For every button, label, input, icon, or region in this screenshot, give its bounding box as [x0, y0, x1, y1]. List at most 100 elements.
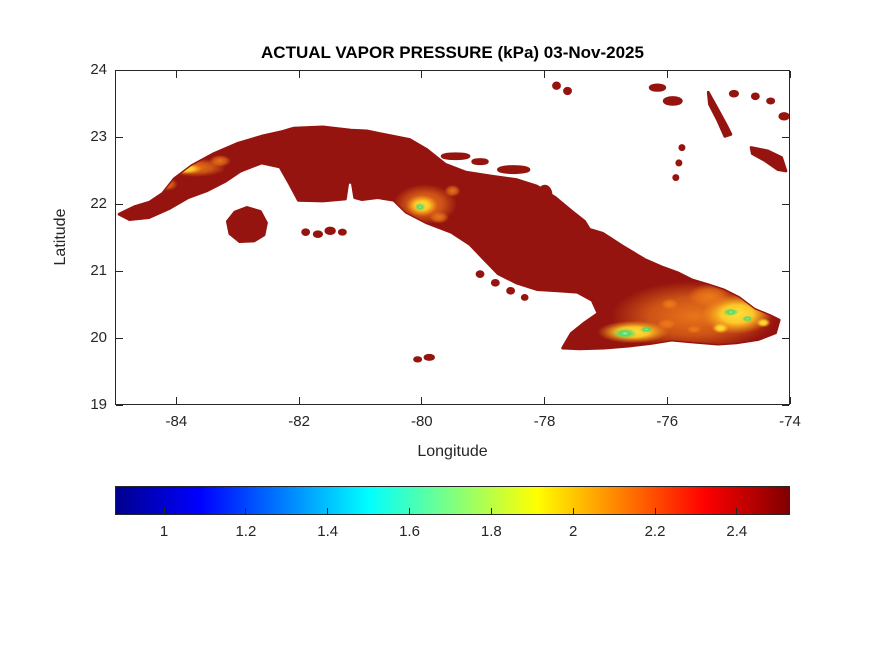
hotspot	[155, 177, 178, 191]
x-tick-mark	[544, 71, 546, 78]
hotspot	[722, 308, 739, 317]
x-tick-mark	[789, 71, 791, 78]
y-tick-mark	[782, 404, 789, 406]
x-tick-mark	[175, 397, 177, 404]
colorbar-tick-label: 1	[159, 523, 169, 540]
cay	[563, 86, 572, 96]
cay	[648, 83, 667, 92]
hotspot	[612, 328, 638, 339]
colorbar-gradient	[116, 487, 789, 514]
chart-title: ACTUAL VAPOR PRESSURE (kPa) 03-Nov-2025	[261, 43, 644, 62]
colorbar-tick-mark	[490, 508, 492, 514]
x-tick-label: -78	[533, 413, 556, 430]
y-tick-mark	[782, 270, 789, 272]
colorbar-tick-label: 1.8	[480, 523, 502, 540]
colorbar-tick-label: 2	[569, 523, 578, 540]
cay	[706, 90, 733, 138]
cay	[475, 270, 485, 278]
map-svg	[117, 81, 789, 363]
hotspot	[429, 211, 449, 224]
x-axis-label: Longitude	[417, 443, 488, 460]
x-tick-label: -82	[288, 413, 310, 430]
y-tick-mark	[782, 337, 789, 339]
x-tick-label: -74	[779, 413, 801, 430]
cay	[506, 286, 516, 295]
x-tick-mark	[666, 71, 668, 78]
y-tick-label: 23	[90, 128, 107, 145]
x-tick-mark	[666, 397, 668, 404]
cay	[324, 226, 336, 236]
y-axis-label: Latitude	[52, 208, 69, 266]
y-tick-label: 19	[90, 396, 107, 413]
y-tick-label: 21	[90, 262, 107, 279]
x-tick-mark	[789, 397, 791, 404]
cay	[728, 89, 739, 98]
cay	[520, 293, 529, 301]
colorbar-tick-label: 2.2	[644, 523, 666, 540]
x-tick-mark	[175, 71, 177, 78]
y-tick-mark	[116, 404, 123, 406]
hotspot	[741, 315, 753, 323]
cay	[440, 152, 471, 161]
colorbar-tick-mark	[736, 508, 738, 514]
cay	[662, 96, 683, 106]
cay	[337, 228, 347, 236]
cay	[413, 356, 423, 363]
x-tick-mark	[298, 397, 300, 404]
cay	[750, 92, 760, 101]
colorbar-tick-mark	[245, 508, 247, 514]
cay	[675, 159, 683, 167]
y-tick-label: 20	[90, 329, 107, 346]
hotspot	[661, 298, 679, 310]
colorbar-tick-mark	[327, 508, 329, 514]
x-tick-mark	[298, 71, 300, 78]
colorbar-tick-mark	[409, 508, 411, 514]
colorbar-tick-mark	[163, 508, 165, 514]
colorbar-tick-label: 1.2	[235, 523, 257, 540]
hotspot	[444, 184, 461, 197]
cay	[672, 174, 680, 182]
cay	[749, 146, 788, 173]
x-tick-mark	[544, 397, 546, 404]
y-tick-mark	[116, 203, 123, 205]
colorbar-tick-mark	[654, 508, 656, 514]
colorbar-tick-label: 1.6	[399, 523, 420, 540]
x-tick-mark	[421, 71, 423, 78]
colorbar-tick-mark	[572, 508, 574, 514]
x-tick-label: -80	[410, 413, 433, 430]
cay	[471, 158, 489, 166]
hotspot	[688, 284, 731, 309]
y-tick-label: 24	[90, 61, 107, 78]
x-tick-label: -76	[656, 413, 679, 430]
hotspot	[639, 326, 654, 333]
cuba-mainland	[117, 125, 781, 351]
colorbar	[115, 486, 790, 515]
cay	[552, 81, 561, 90]
offshore-cays	[301, 81, 789, 363]
y-tick-label: 22	[90, 195, 107, 212]
hotspot	[414, 202, 426, 211]
cay	[301, 228, 311, 237]
y-tick-mark	[116, 337, 123, 339]
cay	[312, 230, 323, 238]
cay	[678, 144, 686, 152]
cay	[490, 278, 500, 287]
y-tick-mark	[116, 136, 123, 138]
hotspot	[711, 322, 730, 334]
y-tick-mark	[116, 69, 123, 71]
x-tick-label: -84	[165, 413, 188, 430]
cay	[537, 184, 553, 206]
y-tick-mark	[782, 136, 789, 138]
cay	[766, 97, 776, 105]
hotspot	[686, 325, 702, 334]
hotspot	[755, 318, 771, 328]
y-tick-mark	[782, 203, 789, 205]
y-tick-mark	[116, 270, 123, 272]
colorbar-tick-label: 2.4	[726, 523, 748, 540]
cay	[778, 112, 789, 121]
x-tick-mark	[421, 397, 423, 404]
hotspot	[208, 154, 232, 167]
cay	[497, 165, 531, 175]
cay	[423, 353, 435, 361]
